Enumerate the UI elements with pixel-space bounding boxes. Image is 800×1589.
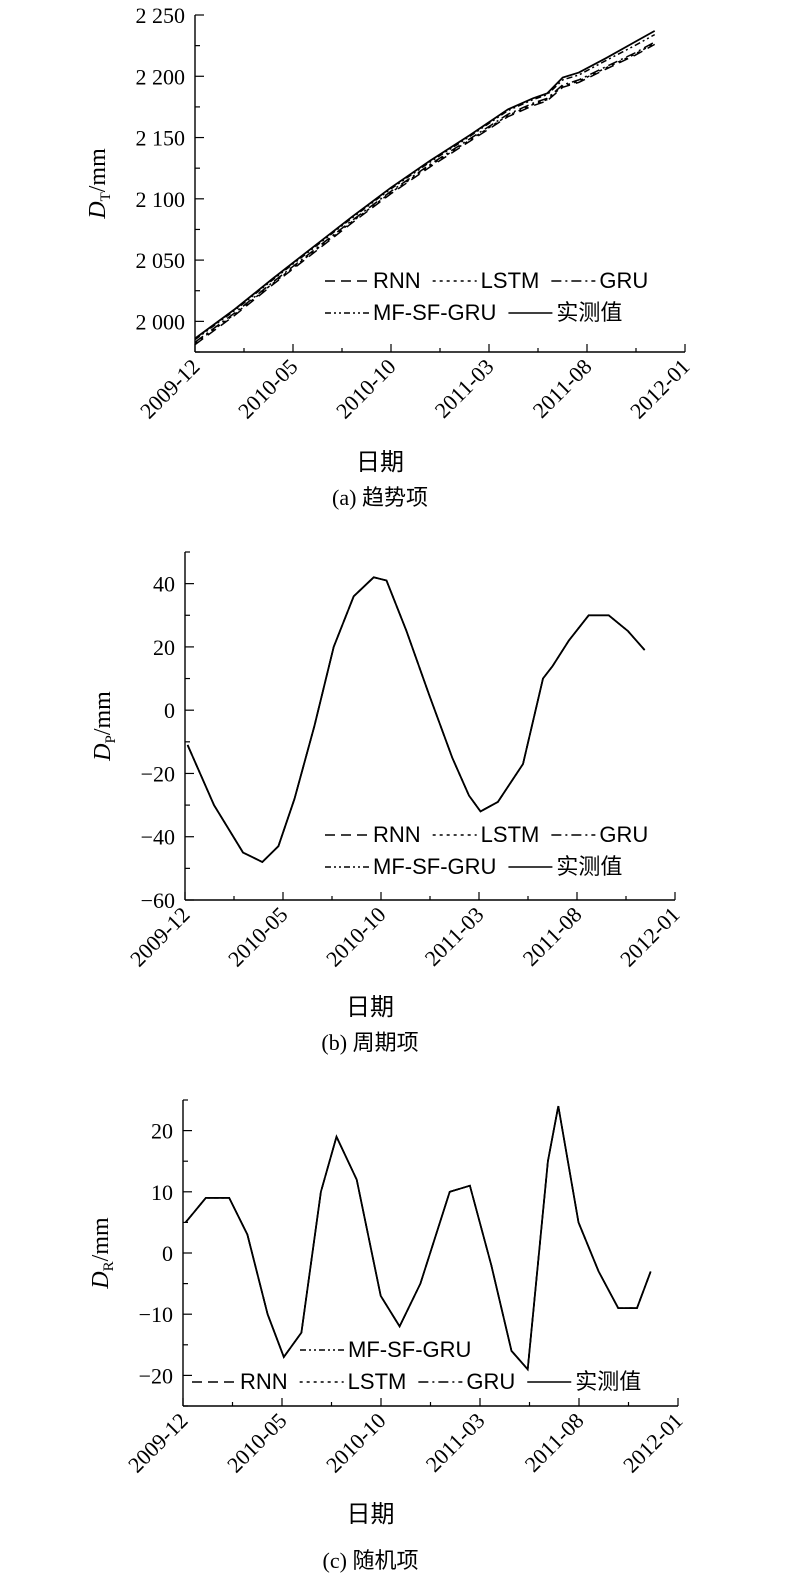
y-axis-label-subscript: R [101, 1261, 117, 1271]
legend-label-rnn: RNN [373, 822, 421, 847]
y-tick-label: −10 [139, 1302, 173, 1327]
x-axis-label: 日期 [346, 995, 394, 1021]
chart-caption: (a) 趋势项 [332, 485, 428, 510]
series-line-measured [194, 30, 656, 340]
y-tick-label: 40 [153, 572, 175, 597]
chart-random: −20 −10 0 10 20 2009-12 2010-05 2010-10 2011-03 2… [88, 1099, 688, 1573]
y-tick-label: 0 [164, 698, 175, 723]
legend-label-measured: 实测值 [556, 854, 622, 879]
y-tick-label: 20 [151, 1119, 173, 1144]
chart-caption: (c) 随机项 [323, 1548, 419, 1573]
x-tick-label: 2010-05 [222, 1408, 292, 1478]
legend-label-measured: 实测值 [575, 1369, 641, 1394]
y-tick-label: 2 000 [136, 309, 186, 334]
x-tick-label: 2011-08 [518, 902, 587, 971]
series-line-gru [185, 1105, 652, 1372]
y-axis-label-symbol: D [85, 201, 111, 219]
legend-label-mf-sf-gru: MF-SF-GRU [348, 1337, 471, 1362]
x-tick-label: 2009-12 [135, 354, 205, 424]
y-tick-label: 2 250 [136, 3, 186, 28]
y-axis-label-symbol: D [88, 1271, 114, 1289]
series-line-measured [184, 1105, 652, 1372]
y-axis-label: DP/mm [90, 691, 119, 762]
x-tick-label: 2011-03 [420, 902, 489, 971]
series-line-gru [186, 576, 646, 863]
y-tick-label: −40 [141, 825, 175, 850]
y-axis-label-unit: /mm [88, 1217, 114, 1261]
x-tick-label: 2012-01 [618, 1408, 688, 1478]
x-tick-label: 2011-08 [528, 354, 597, 423]
y-tick-label: −20 [139, 1363, 173, 1388]
y-tick-label: 20 [153, 635, 175, 660]
y-tick-label: 0 [162, 1241, 173, 1266]
y-tick-label: 10 [151, 1180, 173, 1205]
y-axis-label: DT/mm [85, 148, 114, 220]
legend-label-rnn: RNN [240, 1369, 288, 1394]
legend-label-mf-sf-gru: MF-SF-GRU [373, 854, 496, 879]
legend-label-lstm: LSTM [481, 268, 540, 293]
chart-trend: 2 000 2 050 2 100 2 150 2 200 2 250 2009-12 201… [85, 3, 695, 510]
series-line-lstm [186, 576, 646, 863]
x-tick-label: 2010-05 [233, 354, 303, 424]
x-axis-label: 日期 [356, 450, 404, 476]
series-line-rnn [186, 576, 646, 863]
legend-label-lstm: LSTM [348, 1369, 407, 1394]
panel-random: −20 −10 0 10 20 2009-12 2010-05 2010-10 2011-03 2… [0, 1080, 800, 1589]
legend-label-measured: 实测值 [556, 300, 622, 325]
panel-period: −60 −40 −20 0 20 40 2009-12 2010-05 2010-10 2011-… [0, 530, 800, 1070]
panel-trend: 2 000 2 050 2 100 2 150 2 200 2 250 2009-12 201… [0, 0, 800, 520]
chart-caption: (b) 周期项 [321, 1030, 418, 1055]
x-tick-label: 2012-01 [615, 902, 685, 972]
y-tick-label: 2 200 [136, 64, 186, 89]
x-tick-label: 2011-03 [421, 1408, 490, 1477]
x-tick-label: 2010-10 [331, 354, 401, 424]
y-axis-label-subscript: P [103, 735, 119, 743]
y-tick-label: −60 [141, 888, 175, 913]
series-line-measured [186, 576, 646, 864]
y-tick-label: 2 100 [136, 187, 186, 212]
y-tick-label: −20 [141, 761, 175, 786]
x-axis-label: 日期 [347, 1502, 395, 1528]
y-axis-label-symbol: D [90, 744, 116, 762]
y-axis-label-subscript: T [98, 192, 114, 201]
legend-label-mf-sf-gru: MF-SF-GRU [373, 300, 496, 325]
legend-label-lstm: LSTM [481, 822, 540, 847]
x-tick-label: 2012-01 [625, 354, 695, 424]
series-line-gru [194, 41, 656, 343]
series-line-rnn [185, 1105, 652, 1372]
y-tick-label: 2 050 [136, 248, 186, 273]
series-line-mf-sf-gru [194, 33, 656, 341]
y-axis-label-unit: /mm [90, 691, 116, 735]
x-tick-label: 2010-10 [321, 902, 391, 972]
series-line-mf-sf-gru [185, 1105, 652, 1372]
x-tick-label: 2011-08 [520, 1408, 589, 1477]
legend-label-gru: GRU [599, 822, 648, 847]
y-axis-label: DR/mm [88, 1217, 117, 1290]
x-tick-label: 2010-05 [223, 902, 293, 972]
series-line-mf-sf-gru [186, 576, 646, 863]
x-tick-label: 2009-12 [123, 1408, 193, 1478]
legend-label-rnn: RNN [373, 268, 421, 293]
legend-label-gru: GRU [599, 268, 648, 293]
y-tick-label: 2 150 [136, 126, 186, 151]
x-tick-label: 2010-10 [321, 1408, 391, 1478]
legend-label-gru: GRU [466, 1369, 515, 1394]
series-line-lstm [185, 1105, 652, 1372]
series-line-lstm [194, 42, 656, 345]
y-axis-label-unit: /mm [85, 148, 111, 192]
series-line-rnn [194, 43, 656, 346]
x-tick-label: 2011-03 [430, 354, 499, 423]
